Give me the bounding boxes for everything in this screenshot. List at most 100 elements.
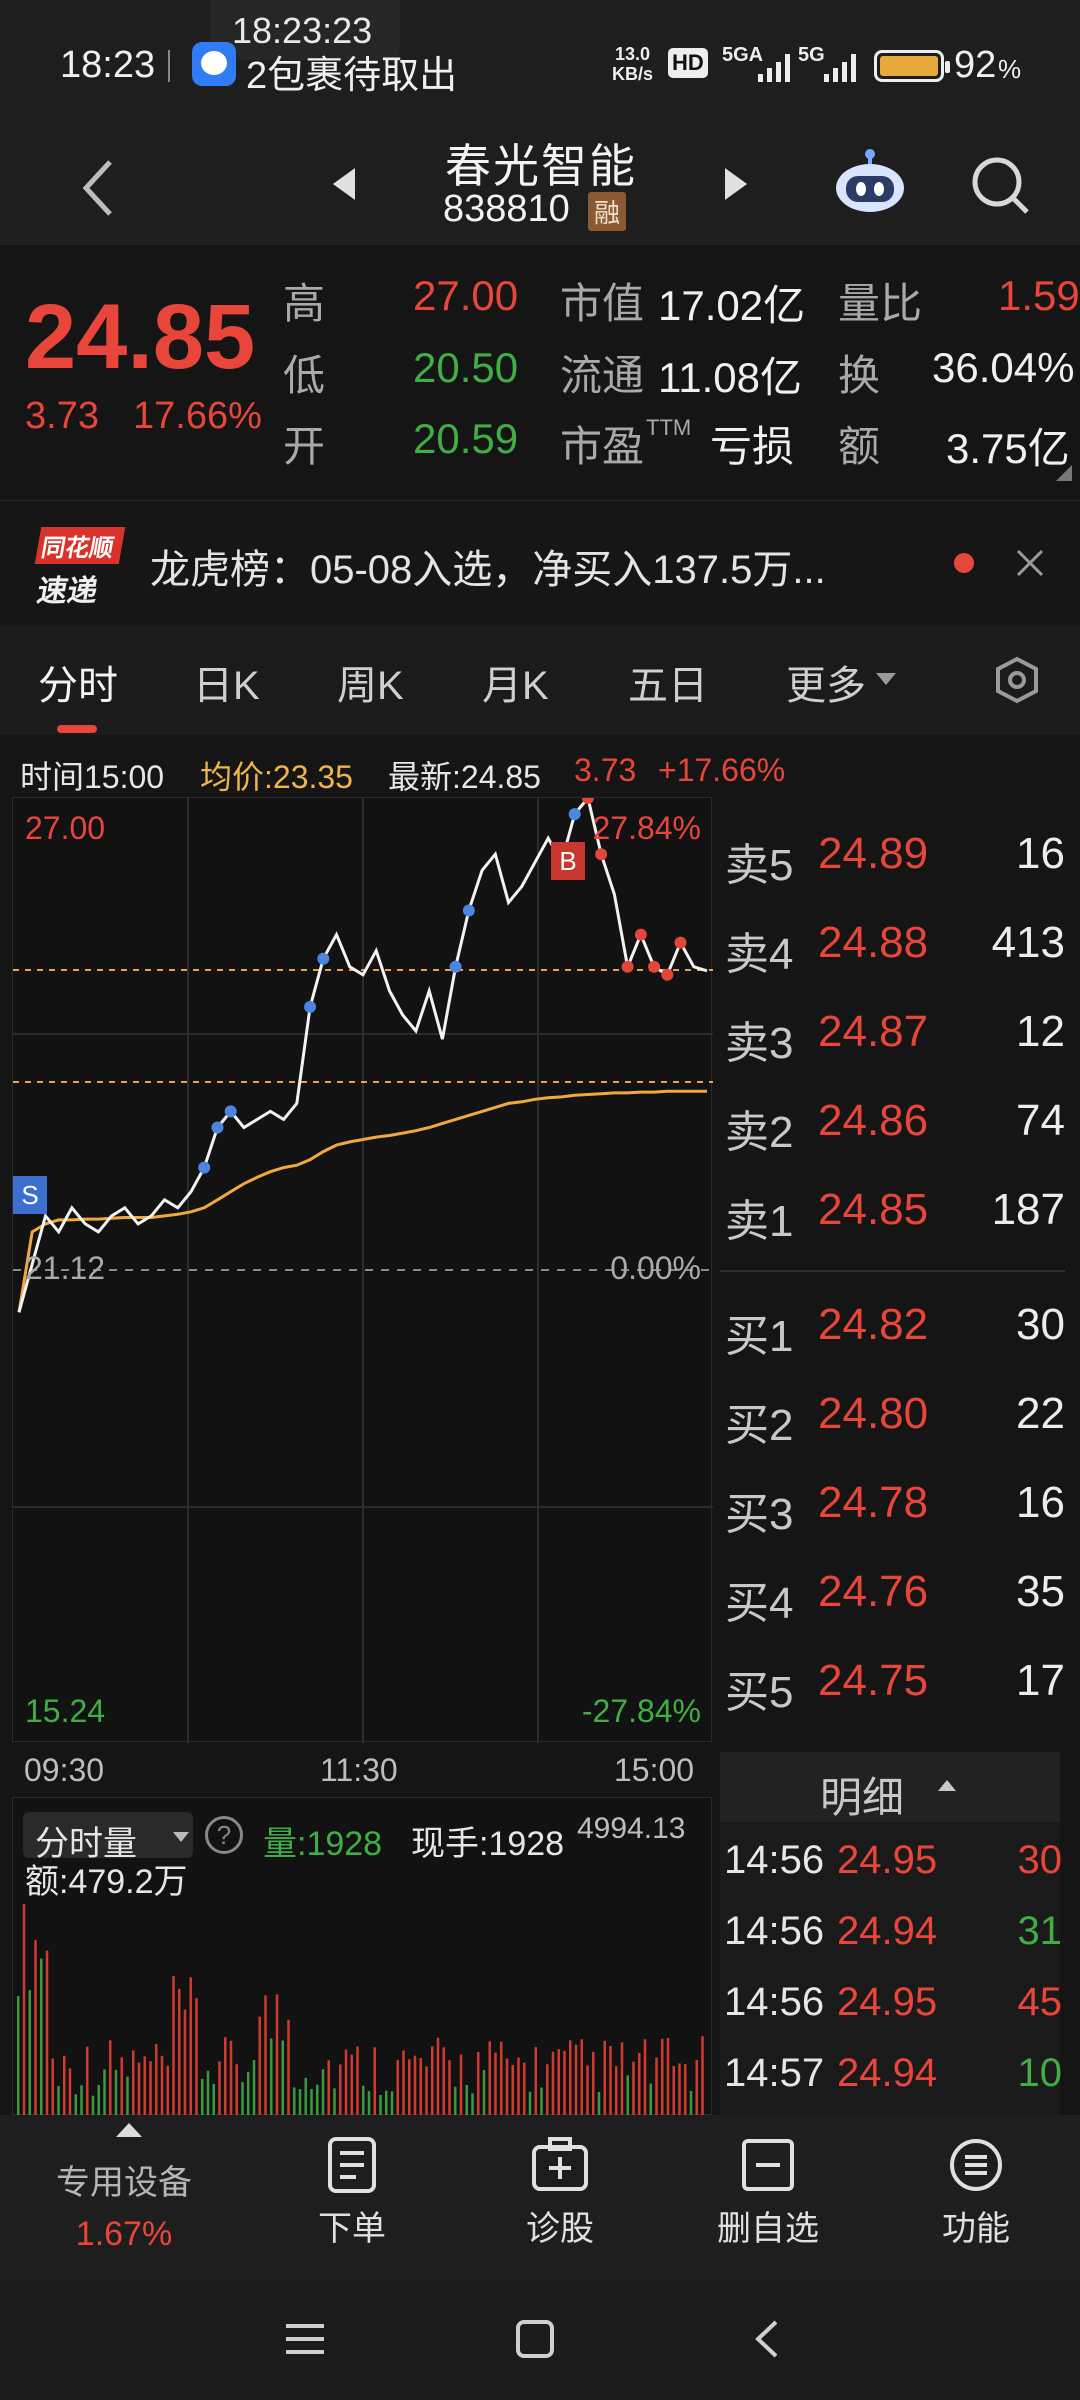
mcap-value: 17.02亿	[658, 282, 806, 329]
tab-weekly-k[interactable]: 周K	[337, 664, 404, 708]
chart-settings-button[interactable]	[992, 655, 1042, 705]
volume-bar	[419, 2058, 422, 2116]
bid-row-1[interactable]: 买1 24.82 30	[725, 1300, 1065, 1361]
prev-stock-button[interactable]	[325, 154, 365, 214]
volume-bar	[569, 2040, 572, 2116]
volume-bar	[45, 1950, 49, 2116]
hd-icon: HD	[668, 48, 708, 78]
sell-point-dot	[224, 1105, 237, 1118]
sell-point-dot	[568, 808, 581, 821]
volume-bar	[528, 2091, 532, 2116]
close-banner-button[interactable]	[1010, 543, 1050, 583]
ask-row-2[interactable]: 卖2 24.86 74	[725, 1096, 1065, 1157]
float-value: 11.08亿	[658, 354, 802, 401]
volume-bar	[212, 2083, 215, 2116]
battery-unit: %	[998, 54, 1022, 84]
detail-row: 14:56 24.95 45	[724, 1980, 1062, 2024]
tab-intraday[interactable]: 分时	[38, 664, 118, 708]
volume-bar	[114, 2069, 118, 2116]
chart-tabs: 分时 日K 周K 月K 五日 更多	[0, 625, 1080, 735]
volume-bar	[143, 2056, 146, 2116]
amount-label: 额	[838, 423, 881, 470]
chevron-down-icon	[876, 673, 896, 685]
ask-row-5[interactable]: 卖5 24.89 16	[725, 829, 1065, 890]
volume-bar	[149, 2061, 152, 2116]
price-change: 3.73	[25, 395, 99, 437]
news-banner[interactable]: 同花顺 速递 龙虎榜：05-08入选，净买入137.5万...	[0, 500, 1080, 625]
system-back-button[interactable]	[742, 2314, 792, 2364]
volume-bar	[316, 2084, 319, 2116]
volume-bar	[482, 2070, 486, 2116]
home-button[interactable]	[510, 2314, 560, 2364]
tab-more[interactable]: 更多	[786, 664, 866, 708]
buy-marker[interactable]: B	[551, 842, 585, 880]
diagnose-label: 诊股	[526, 2210, 594, 2248]
volume-bar	[356, 2046, 359, 2116]
axis-mid-price: 21.12	[25, 1250, 106, 1286]
ask-row-4[interactable]: 卖4 24.88 413	[725, 918, 1065, 979]
volume-bar	[241, 2082, 244, 2116]
volume-selector[interactable]: 分时量	[23, 1812, 193, 1863]
detail-row: 14:57 24.94 10	[724, 2051, 1062, 2095]
volume-bar	[34, 1940, 37, 2116]
sell-marker[interactable]: S	[13, 1176, 47, 1214]
volume-bar	[339, 2064, 342, 2116]
remove-square-icon	[742, 2139, 794, 2191]
volume-bar	[86, 2046, 89, 2116]
order-document-icon	[328, 2137, 376, 2193]
buy-point-dot	[581, 798, 594, 804]
volume-bar	[517, 2057, 520, 2116]
float-label: 流通	[560, 352, 645, 399]
detail-header[interactable]: 明细	[720, 1752, 1060, 1822]
volume-bar	[540, 2087, 543, 2116]
net-speed: 13.0 KB/s	[612, 44, 654, 84]
volume-bar	[275, 1994, 279, 2116]
volume-bar	[28, 1990, 31, 2116]
detail-title: 明细	[820, 1774, 905, 1821]
volume-bar	[546, 2064, 549, 2116]
tab-five-day[interactable]: 五日	[628, 664, 708, 708]
bid-row-3[interactable]: 买3 24.78 16	[725, 1478, 1065, 1539]
ask-row-3[interactable]: 卖3 24.87 12	[725, 1007, 1065, 1068]
info-avg: 均价:23.35	[200, 759, 353, 795]
bid-row-4[interactable]: 买4 24.76 35	[725, 1567, 1065, 1628]
ask-row-1[interactable]: 卖1 24.85 187	[725, 1185, 1065, 1246]
clock: 18:23	[60, 44, 156, 86]
search-button[interactable]	[965, 150, 1035, 220]
recent-apps-button[interactable]	[280, 2314, 330, 2364]
stock-name: 春光智能	[445, 140, 637, 192]
sector-label: 专用设备	[56, 2164, 192, 2202]
volume-bar	[396, 2060, 399, 2116]
trade-markers	[198, 798, 687, 1174]
volume-bar	[132, 2050, 135, 2116]
expand-corner-icon[interactable]	[1056, 465, 1072, 481]
notification-app-icon	[192, 42, 236, 86]
bid-row-2[interactable]: 买2 24.80 22	[725, 1389, 1065, 1450]
volume-bar	[500, 2041, 503, 2116]
next-stock-button[interactable]	[715, 154, 755, 214]
help-icon[interactable]: ?	[205, 1816, 243, 1854]
open-value: 20.59	[413, 415, 519, 462]
bid-row-5[interactable]: 买5 24.75 17	[725, 1656, 1065, 1717]
assistant-robot-button[interactable]	[830, 144, 910, 224]
volume-chart[interactable]: 分时量 ? 量:1928 现手:1928 4994.13 额:479.2万	[12, 1797, 712, 2116]
back-button[interactable]	[70, 150, 130, 220]
signal-icon	[756, 50, 796, 84]
intraday-chart[interactable]: 27.00 27.84% 21.12 0.00% 15.24 -27.84% S…	[12, 797, 713, 1743]
volume-bar	[155, 2044, 158, 2116]
tab-monthly-k[interactable]: 月K	[482, 664, 549, 708]
current-price: 24.85	[25, 286, 256, 388]
volume-bar	[287, 2019, 290, 2116]
tab-daily-k[interactable]: 日K	[193, 664, 260, 708]
volume-bar	[689, 2090, 693, 2116]
amount-value: 3.75亿	[946, 425, 1070, 472]
volume-bar	[310, 2089, 313, 2116]
volume-bar	[379, 2094, 382, 2116]
volume-bar	[603, 2040, 606, 2116]
volume-bar	[580, 2039, 583, 2116]
vr-label: 量比	[838, 280, 923, 327]
triangle-right-icon	[725, 168, 747, 200]
sell-point-dot	[198, 1161, 211, 1174]
volume-bar	[264, 1995, 267, 2116]
menu-lines-icon	[286, 2324, 324, 2354]
